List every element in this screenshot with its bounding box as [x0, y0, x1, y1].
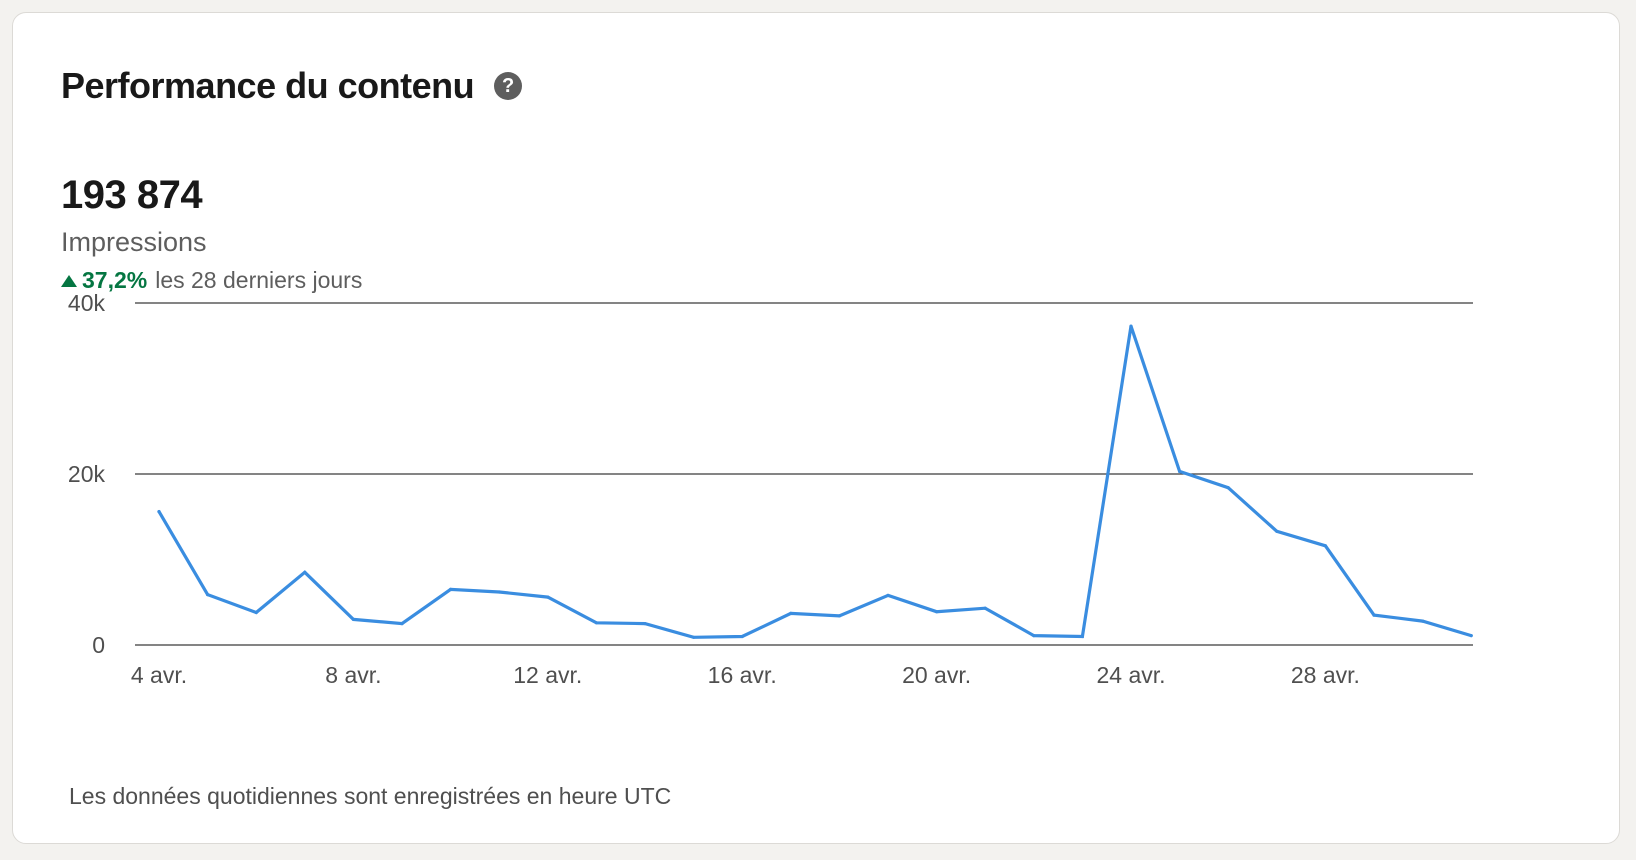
data-point — [789, 611, 793, 616]
title-row: Performance du contenu ? — [61, 65, 523, 107]
x-tick-label: 24 avr. — [1096, 662, 1165, 688]
impressions-series-line — [157, 325, 1473, 639]
impressions-label: Impressions — [61, 227, 207, 257]
data-point — [157, 510, 161, 514]
data-point — [1129, 324, 1133, 328]
data-point — [1226, 486, 1230, 490]
footnote: Les données quotidiennes sont enregistré… — [69, 783, 672, 809]
change-row: 37,2% les 28 derniers jours — [61, 267, 362, 294]
data-point — [546, 595, 550, 599]
data-point — [1323, 544, 1327, 548]
y-tick-label: 40k — [68, 290, 106, 316]
y-tick-label: 0 — [92, 632, 105, 658]
x-tick-label: 4 avr. — [131, 662, 187, 688]
impressions-value: 193 874 — [61, 173, 203, 217]
data-point — [254, 610, 258, 615]
triangle-up-icon — [61, 274, 77, 287]
change-percent: 37,2% — [82, 267, 148, 293]
data-point — [837, 614, 842, 618]
impressions-line-chart: 40k 20k 0 4 avr. 8 avr. 12 avr. 16 avr. 20 avr.… — [68, 290, 1473, 688]
data-point — [886, 593, 890, 598]
data-point — [449, 587, 453, 592]
data-point — [206, 593, 210, 597]
data-point — [692, 635, 696, 639]
content-performance-card: Performance du contenu ? 193 874 Impress… — [12, 12, 1620, 844]
data-point — [1469, 634, 1473, 638]
card-title: Performance du contenu — [61, 65, 475, 106]
data-point — [935, 610, 939, 614]
data-point — [983, 606, 987, 610]
data-point — [1421, 619, 1425, 623]
x-tick-label: 8 avr. — [325, 662, 381, 688]
x-tick-label: 20 avr. — [902, 662, 971, 688]
data-point — [1178, 469, 1182, 473]
data-point — [1372, 613, 1376, 617]
x-tick-label: 28 avr. — [1291, 662, 1360, 688]
data-point — [303, 570, 307, 574]
question-circle-icon[interactable]: ? — [494, 72, 523, 100]
y-tick-label: 20k — [68, 461, 106, 487]
data-point — [1080, 634, 1084, 639]
x-tick-label: 16 avr. — [708, 662, 777, 688]
data-point — [351, 617, 355, 622]
data-point — [594, 621, 599, 625]
data-point — [1275, 529, 1279, 533]
data-point — [740, 634, 744, 639]
data-point — [400, 622, 404, 626]
data-point — [643, 622, 647, 626]
data-point — [1032, 634, 1036, 638]
x-tick-label: 12 avr. — [513, 662, 582, 688]
data-point — [497, 590, 501, 594]
change-period: les 28 derniers jours — [155, 267, 363, 293]
